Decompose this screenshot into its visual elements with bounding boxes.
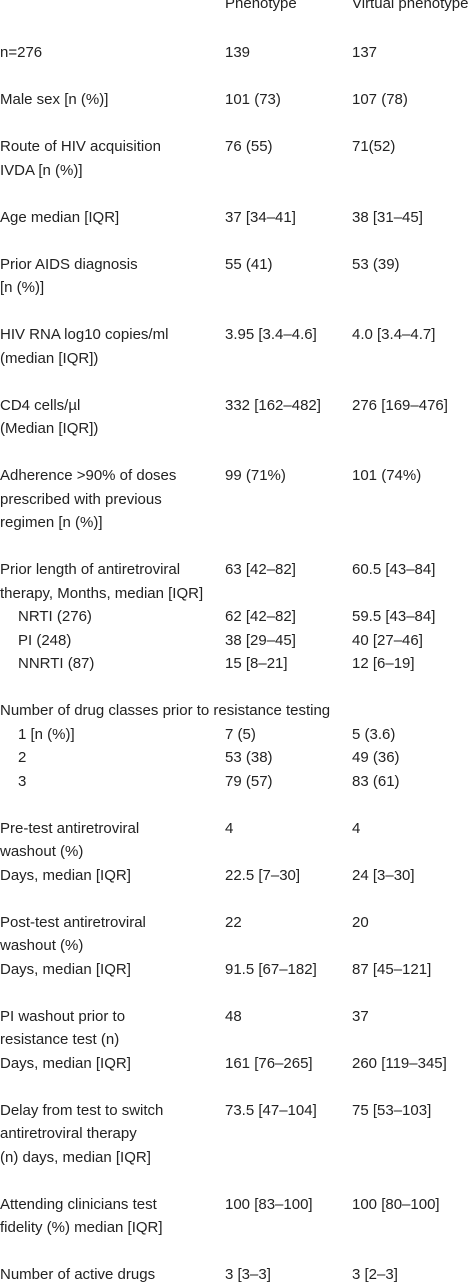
header-virtual: Virtual phenotype	[352, 0, 469, 12]
row-label: CD4 cells/µl	[0, 396, 81, 414]
row-label: Days, median [IQR]	[0, 1054, 131, 1072]
row-label: HIV RNA log10 copies/ml	[0, 326, 169, 343]
row-label: Delay from test to switch	[0, 1101, 164, 1119]
row-label: Pre-test antiretroviral	[0, 819, 140, 837]
phenotype-value: 91.5 [67–182]	[225, 960, 317, 978]
row-label: regimen [n (%)]	[0, 514, 103, 531]
virtual-value: 49 (36)	[352, 749, 400, 766]
phenotype-value: 161 [76–265]	[225, 1054, 313, 1072]
row-label: Age median [IQR]	[0, 208, 120, 226]
phenotype-value: 4	[225, 819, 234, 837]
virtual-value: 24 [3–30]	[352, 866, 415, 884]
row-label: Route of HIV acquisition	[0, 138, 161, 155]
phenotype-value: 53 (38)	[225, 749, 273, 766]
row-label: Prior length of antiretroviral	[0, 561, 181, 578]
row-label: Attending clinicians test	[0, 1195, 157, 1213]
row-label: NNRTI (87)	[18, 655, 95, 672]
row-label: Days, median [IQR]	[0, 866, 131, 884]
virtual-value: 260 [119–345]	[352, 1054, 447, 1072]
virtual-value: 5 (3.6)	[352, 725, 396, 743]
row-label: (Median [IQR])	[0, 420, 99, 437]
row-label: Prior AIDS diagnosis	[0, 255, 138, 273]
row-label: (n) days, median [IQR]	[0, 1148, 151, 1166]
virtual-value: 107 (78)	[352, 91, 408, 108]
row-label: PI washout prior to	[0, 1007, 126, 1025]
row-label: Days, median [IQR]	[0, 960, 131, 978]
virtual-value: 38 [31–45]	[352, 208, 423, 226]
phenotype-value: 62 [42–82]	[225, 608, 296, 625]
row-label: resistance test (n)	[0, 1031, 120, 1048]
row-label: antiretroviral therapy	[0, 1125, 137, 1142]
virtual-value: 75 [53–103]	[352, 1101, 432, 1119]
phenotype-value: 63 [42–82]	[225, 561, 296, 578]
virtual-value: 100 [80–100]	[352, 1195, 440, 1213]
row-label: Post-test antiretroviral	[0, 913, 146, 931]
phenotype-value: 100 [83–100]	[225, 1195, 313, 1213]
virtual-value: 3 [2–3]	[352, 1266, 398, 1283]
phenotype-value: 3 [3–3]	[225, 1266, 271, 1283]
phenotype-value: 55 (41)	[225, 255, 273, 273]
header-phenotype: Phenotype	[225, 0, 297, 12]
virtual-value: 60.5 [43–84]	[352, 561, 436, 578]
phenotype-value: 139	[225, 44, 251, 61]
phenotype-value: 7 (5)	[225, 725, 256, 743]
row-label: Male sex [n (%)]	[0, 91, 109, 108]
virtual-value: 20	[352, 913, 369, 931]
phenotype-value: 3.95 [3.4–4.6]	[225, 326, 317, 343]
row-label: washout (%)	[0, 843, 84, 860]
phenotype-value: 38 [29–45]	[225, 631, 296, 649]
virtual-value: 83 (61)	[352, 772, 400, 790]
phenotype-value: 37 [34–41]	[225, 208, 296, 226]
phenotype-value: 48	[225, 1007, 242, 1025]
virtual-value: 12 [6–19]	[352, 655, 415, 672]
phenotype-value: 332 [162–482]	[225, 396, 321, 414]
virtual-value: 71(52)	[352, 138, 396, 155]
virtual-value: 4.0 [3.4–4.7]	[352, 326, 436, 343]
row-label: PI (248)	[18, 631, 72, 649]
phenotype-value: 15 [8–21]	[225, 655, 288, 672]
row-label: fidelity (%) median [IQR]	[0, 1219, 163, 1236]
row-label: [n (%)]	[0, 279, 45, 296]
virtual-value: 40 [27–46]	[352, 631, 423, 649]
row-label: 1 [n (%)]	[18, 725, 75, 743]
row-label: therapy, Months, median [IQR]	[0, 584, 204, 602]
phenotype-value: 22.5 [7–30]	[225, 866, 301, 884]
row-label: Number of drug classes prior to resistan…	[0, 702, 331, 719]
virtual-value: 87 [45–121]	[352, 960, 432, 978]
virtual-value: 101 (74%)	[352, 467, 422, 484]
virtual-value: 276 [169–476]	[352, 396, 448, 414]
phenotype-value: 99 (71%)	[225, 467, 286, 484]
row-label: Number of active drugs	[0, 1266, 156, 1283]
phenotype-value: 76 (55)	[225, 138, 273, 155]
row-label: NRTI (276)	[18, 608, 92, 625]
phenotype-value: 73.5 [47–104]	[225, 1101, 317, 1119]
virtual-value: 53 (39)	[352, 255, 400, 273]
phenotype-value: 79 (57)	[225, 772, 273, 790]
virtual-value: 59.5 [43–84]	[352, 608, 436, 625]
virtual-value: 137	[352, 44, 378, 61]
phenotype-value: 22	[225, 913, 242, 931]
row-label: 3	[18, 772, 27, 790]
row-label: (median [IQR])	[0, 349, 99, 367]
row-label: 2	[18, 749, 27, 766]
row-label: Adherence >90% of doses	[0, 467, 177, 484]
row-label: IVDA [n (%)]	[0, 161, 83, 179]
row-label: n=276	[0, 44, 43, 61]
virtual-value: 4	[352, 819, 361, 837]
row-label: washout (%)	[0, 937, 84, 954]
virtual-value: 37	[352, 1007, 369, 1025]
phenotype-value: 101 (73)	[225, 91, 281, 108]
row-label: prescribed with previous	[0, 490, 162, 508]
